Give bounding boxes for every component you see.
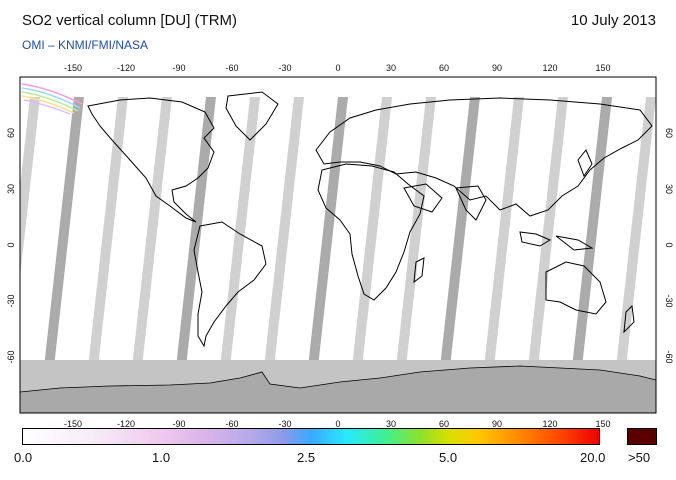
longitude-tick-label: 90 (492, 63, 502, 73)
colorbar-label-0: 0.0 (14, 450, 33, 465)
orbit-swaths (20, 97, 656, 367)
longitude-ticks-bottom: -150 -120 -90 -60 -30 0 30 60 90 120 150 (64, 419, 611, 429)
orbit-swath (572, 97, 612, 367)
orbit-swath (176, 97, 216, 367)
longitude-tick-label: 0 (335, 419, 340, 429)
latitude-tick-label: 0 (6, 242, 16, 247)
longitude-tick-label: -90 (172, 419, 185, 429)
colorbar-overflow-swatch (627, 428, 657, 445)
longitude-tick-label: 120 (542, 63, 557, 73)
longitude-tick-label: -120 (117, 63, 135, 73)
longitude-tick-label: 30 (386, 63, 396, 73)
longitude-tick-label: -30 (278, 419, 291, 429)
longitude-tick-label: 150 (595, 63, 610, 73)
longitude-tick-label: -60 (225, 63, 238, 73)
data-credit: OMI – KNMI/FMI/NASA (22, 38, 149, 52)
coastlines (87, 91, 653, 348)
orbit-swath (88, 97, 128, 367)
orbit-swath (616, 97, 656, 367)
longitude-tick-label: 60 (439, 63, 449, 73)
longitude-tick-label: 150 (595, 419, 610, 429)
latitude-tick-label: 60 (6, 128, 16, 138)
latitude-tick-label: 60 (664, 128, 674, 138)
longitude-tick-label: 0 (335, 63, 340, 73)
longitude-tick-label: -90 (172, 63, 185, 73)
latitude-tick-label: 30 (664, 184, 674, 194)
orbit-swath (264, 97, 304, 367)
longitude-tick-label: 120 (542, 419, 557, 429)
orbit-swath (220, 97, 260, 367)
latitude-tick-label: -30 (6, 294, 16, 307)
longitude-tick-label: -30 (278, 63, 291, 73)
longitude-ticks-top: -150 -120 -90 -60 -30 0 30 60 90 120 150 (64, 63, 611, 73)
colorbar-label-1: 1.0 (152, 450, 171, 465)
latitude-tick-label: -30 (664, 294, 674, 307)
colorbar (22, 428, 600, 445)
colorbar-label-2: 2.5 (297, 450, 316, 465)
map-frame (19, 76, 657, 414)
latitude-tick-label: 30 (6, 184, 16, 194)
orbit-swath (308, 97, 348, 367)
longitude-tick-label: 90 (492, 419, 502, 429)
latitude-tick-label: -60 (6, 350, 16, 363)
colorbar-overflow-label: >50 (628, 450, 651, 465)
latitude-tick-label: 0 (664, 242, 674, 247)
longitude-tick-label: -150 (64, 63, 82, 73)
colorbar-label-4: 20.0 (580, 450, 606, 465)
orbit-swath (484, 97, 524, 367)
antarctica-landmass (20, 365, 656, 413)
latitude-ticks-right: 60 30 0 -30 -60 (664, 128, 674, 364)
orbit-swath (20, 97, 40, 277)
map-title: SO2 vertical column [DU] (TRM) (22, 12, 238, 29)
orbit-swath (528, 97, 568, 367)
longitude-tick-label: 60 (439, 419, 449, 429)
map-date: 10 July 2013 (570, 12, 656, 29)
orbit-swath (440, 97, 480, 367)
longitude-tick-label: -120 (117, 419, 135, 429)
orbit-swath (352, 97, 392, 367)
retrieval-artifact (21, 83, 83, 115)
latitude-ticks-left: 60 30 0 -30 -60 (6, 128, 16, 364)
latitude-tick-label: -60 (664, 350, 674, 363)
longitude-tick-label: 30 (386, 419, 396, 429)
colorbar-label-3: 5.0 (439, 450, 458, 465)
longitude-tick-label: -150 (64, 419, 82, 429)
orbit-swath (396, 97, 436, 367)
longitude-tick-label: -60 (225, 419, 238, 429)
orbit-swath (132, 97, 172, 367)
orbit-swath (44, 97, 84, 367)
